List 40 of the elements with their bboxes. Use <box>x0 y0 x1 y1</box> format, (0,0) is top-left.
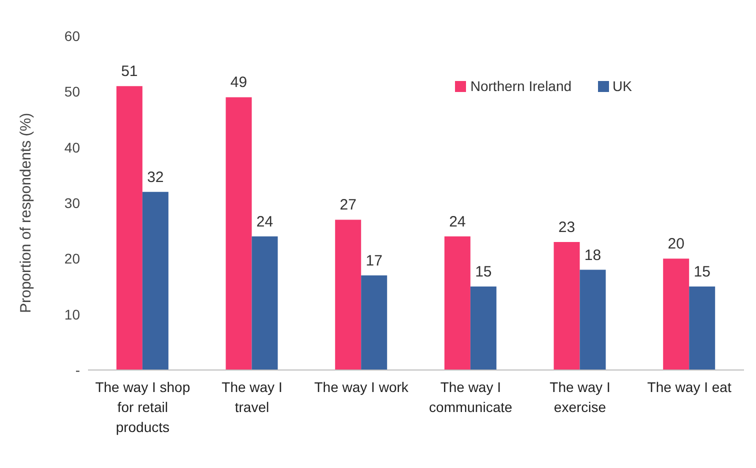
data-label: 32 <box>147 168 164 186</box>
x-tick-label: The way I shop for retail products <box>95 379 190 435</box>
bar <box>554 242 580 370</box>
legend-label: Northern Ireland <box>470 78 572 94</box>
y-tick-label: 30 <box>64 194 80 211</box>
y-tick-label: 50 <box>64 84 80 100</box>
x-tick-label: The way I eat <box>647 379 732 395</box>
data-label: 24 <box>449 213 466 230</box>
data-label: 15 <box>694 264 710 280</box>
bar <box>580 270 606 370</box>
data-label: 27 <box>340 196 356 214</box>
bar <box>335 220 362 370</box>
data-label: 49 <box>230 74 248 92</box>
y-tick-label: - <box>75 362 80 378</box>
bar <box>252 236 278 370</box>
x-tick-label: The way I travel <box>222 379 282 415</box>
x-tick-label: The way I work <box>314 379 410 395</box>
x-tick-label: The way I exercise <box>550 379 610 415</box>
data-label: 20 <box>668 236 684 253</box>
y-tick-label: 40 <box>64 139 80 156</box>
bar <box>444 236 470 370</box>
bar <box>116 86 142 370</box>
x-tick-label: The way I communicate <box>429 379 513 415</box>
data-label: 51 <box>121 63 138 80</box>
bar <box>226 97 252 370</box>
data-label: 17 <box>366 252 382 270</box>
y-tick-label: 60 <box>64 28 80 44</box>
data-label: 23 <box>558 218 576 236</box>
data-label: 15 <box>475 264 492 280</box>
bar <box>689 286 716 370</box>
bar <box>470 286 496 370</box>
y-tick-label: 10 <box>64 306 80 322</box>
legend-label: UK <box>612 78 632 94</box>
data-label: 18 <box>584 246 602 264</box>
y-tick-label: 20 <box>64 250 80 267</box>
data-label: 24 <box>256 213 274 230</box>
y-axis-title: Proportion of respondents (%) <box>17 112 34 313</box>
bar <box>361 275 388 370</box>
bar <box>663 258 690 370</box>
bar <box>142 192 168 370</box>
